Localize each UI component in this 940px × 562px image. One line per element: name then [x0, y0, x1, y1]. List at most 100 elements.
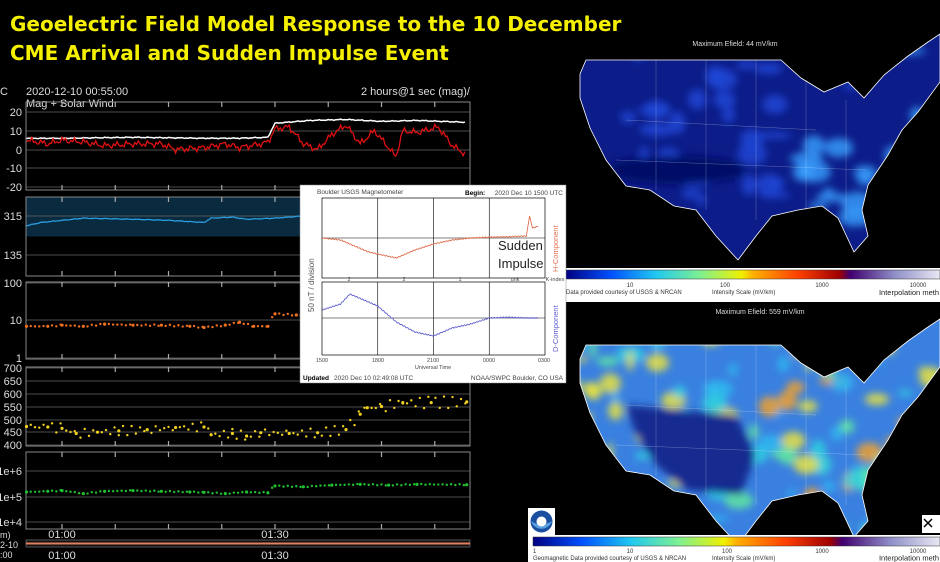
- temperature-point: [432, 483, 436, 486]
- density-point: [107, 322, 111, 326]
- speed-point: [287, 431, 291, 436]
- density-point: [159, 323, 163, 327]
- efield-map-bottom: Maximum Efield: 559 mV/km 1 10 100 1000 …: [528, 305, 940, 562]
- speed-point: [263, 428, 267, 431]
- bt-series: [26, 118, 466, 140]
- y-tick-label: 20: [10, 107, 22, 119]
- speed-point: [174, 425, 178, 430]
- density-point: [215, 324, 218, 327]
- temperature-point: [219, 492, 223, 495]
- density-point: [144, 323, 147, 326]
- speed-point: [429, 401, 433, 405]
- y-tick-label: 1e+4: [0, 517, 22, 529]
- density-point: [172, 325, 176, 328]
- bottom-left-labels: m) 2-10 :00: [0, 530, 18, 560]
- temperature-point: [29, 490, 32, 493]
- temperature-point: [207, 491, 210, 494]
- y-tick-label: 100: [4, 278, 22, 290]
- speed-point: [329, 434, 332, 438]
- bottom-left-label: 2-10: [0, 540, 18, 550]
- speed-point: [113, 426, 116, 429]
- temperature-point: [290, 485, 294, 489]
- density-point: [136, 323, 139, 327]
- speed-point: [38, 426, 41, 429]
- speed-point: [414, 405, 417, 408]
- temperature-point: [420, 482, 423, 486]
- sudden-impulse-annotation: Impulse: [498, 256, 544, 271]
- density-point: [55, 325, 58, 328]
- temperature-point: [262, 491, 265, 494]
- speed-point: [280, 433, 284, 436]
- speed-point: [300, 429, 304, 432]
- speed-point: [154, 425, 157, 428]
- speed-point: [451, 395, 454, 399]
- speed-point: [69, 430, 72, 434]
- k-index-value: 2: [347, 277, 350, 283]
- temperature-point: [168, 489, 172, 493]
- speed-point: [191, 422, 194, 426]
- speed-point: [397, 399, 400, 403]
- h-component-line: [321, 215, 539, 259]
- temperature-point: [148, 490, 152, 493]
- density-point: [59, 323, 62, 326]
- inset-credit: NOAA/SWPC Boulder, CO USA: [471, 375, 564, 382]
- temperature-point: [128, 489, 132, 492]
- speed-point: [60, 426, 64, 430]
- temperature-point: [319, 484, 322, 487]
- speed-point: [65, 429, 68, 432]
- speed-point: [243, 438, 247, 441]
- temperature-point: [38, 490, 41, 493]
- density-point: [111, 323, 115, 326]
- density-point: [273, 312, 277, 316]
- speed-point: [150, 431, 153, 435]
- density-point: [90, 323, 94, 326]
- density-point: [286, 312, 289, 316]
- temperature-point: [295, 485, 298, 488]
- speed-point: [171, 428, 174, 432]
- speed-point: [459, 397, 463, 401]
- temperature-point: [363, 483, 366, 486]
- speed-point: [374, 406, 378, 410]
- x-tick-label: 01:00: [48, 550, 76, 562]
- y-tick-label: 135: [4, 250, 22, 262]
- x-tick-label: 01:30: [261, 529, 289, 541]
- temperature-point: [412, 483, 416, 486]
- speed-point: [388, 398, 392, 402]
- speed-point: [370, 406, 373, 410]
- speed-point: [195, 430, 199, 433]
- temperature-point: [90, 490, 94, 494]
- temperature-point: [224, 491, 227, 495]
- speed-point: [239, 429, 243, 432]
- intensity-colorbar: [565, 269, 940, 280]
- temperature-point: [408, 483, 412, 487]
- y-tick-label: 500: [4, 415, 22, 427]
- temperature-point: [59, 489, 62, 492]
- temperature-point: [164, 490, 167, 494]
- density-point: [270, 315, 274, 319]
- inset-x-tick: 2100: [427, 358, 439, 364]
- speed-point: [272, 430, 275, 434]
- speed-point: [245, 434, 249, 438]
- speed-point: [313, 436, 316, 439]
- temperature-point: [86, 492, 89, 495]
- temperature-point: [159, 489, 163, 493]
- map-credit: Data provided courtesy of USGS & NRCAN: [566, 290, 682, 296]
- speed-point: [46, 425, 50, 429]
- temperature-point: [273, 484, 277, 488]
- temperature-point: [465, 483, 469, 487]
- temperature-point: [306, 485, 309, 489]
- speed-point: [378, 402, 382, 406]
- plot-range-label[interactable]: 2 hours@1 sec (mag)/: [361, 86, 471, 98]
- edge-label: C: [0, 86, 8, 98]
- colorbar-tick: 1: [533, 549, 537, 555]
- speed-point: [104, 428, 108, 432]
- colorbar-tick: 1000: [815, 549, 829, 555]
- temperature-point: [42, 490, 45, 493]
- colorbar-tick: 1000: [815, 283, 829, 289]
- temperature-point: [81, 491, 85, 496]
- magnetometer-inset: Boulder USGS Magnetometer Begin: 2020 De…: [299, 184, 567, 384]
- y-tick-label: 1e+6: [0, 466, 22, 478]
- speed-point: [134, 432, 138, 435]
- speed-point: [357, 410, 360, 413]
